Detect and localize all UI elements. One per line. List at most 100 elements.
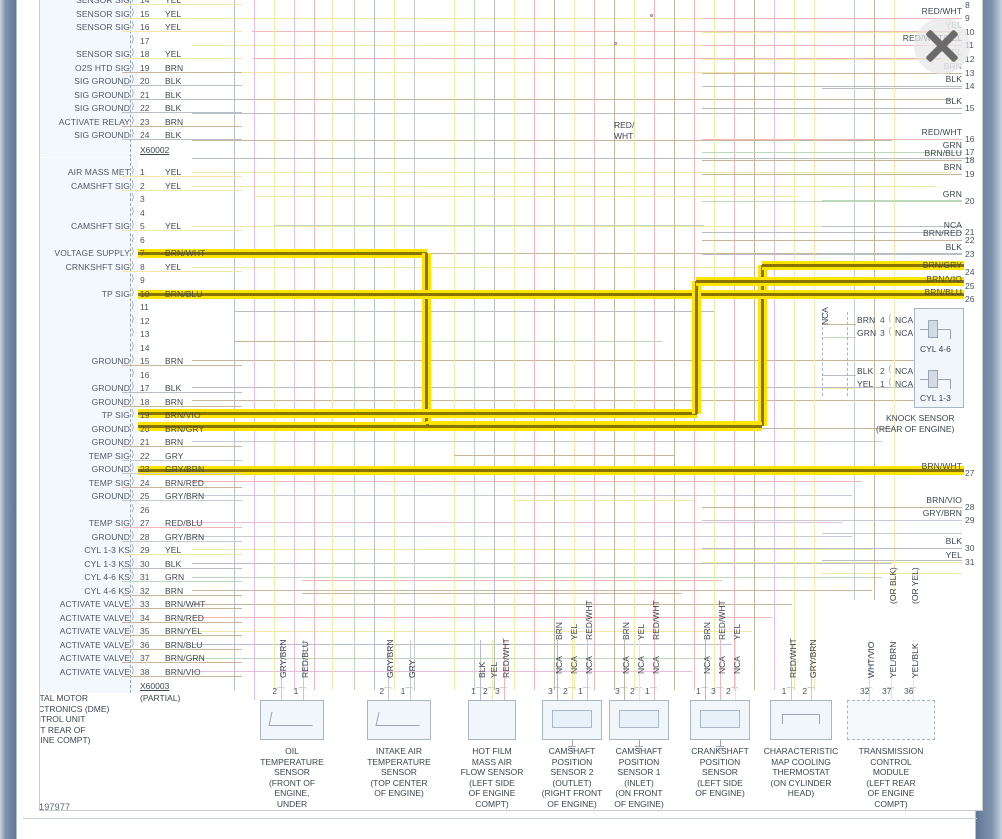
wire-name: YEL <box>165 261 182 272</box>
wire-segment-v-19 <box>634 0 635 690</box>
pin-number: 21 <box>140 89 150 100</box>
component-box-camshaft-position-sensor-1[interactable] <box>609 700 669 740</box>
wire-segment-h-33 <box>192 658 712 659</box>
component-alt-wire-label: (OR BLK) <box>888 567 898 604</box>
wire-segment-h-39 <box>822 253 962 254</box>
component-box-hot-film-mass-air-flow-sensor[interactable] <box>468 700 516 740</box>
pin-number: 5 <box>140 221 145 231</box>
right-wire-stub <box>702 32 962 33</box>
wire-segment-v-26 <box>774 0 775 690</box>
pin-number: 33 <box>140 599 150 609</box>
wire-name: YEL <box>165 180 182 191</box>
dme-function-label: TEMP SIG <box>88 477 130 488</box>
pin-brace-icon: ⁀ <box>807 687 814 698</box>
wire-segment-h-28 <box>192 590 872 591</box>
dme-function-label: CYL 4-6 KS <box>84 572 130 582</box>
pin-brace-icon: ⁀ <box>909 687 916 698</box>
component-alt-wire-label: (OR YEL) <box>910 567 920 604</box>
right-wire-stub <box>702 201 962 202</box>
wire-node-dot <box>650 14 653 17</box>
right-wire-name: GRY/BRN <box>922 508 962 518</box>
right-pin-number: 16 <box>965 134 975 144</box>
pin-brace-icon: ⟩ <box>131 20 135 30</box>
wire-segment-h-3 <box>192 99 952 100</box>
component-pin-number: 1 <box>781 686 787 696</box>
wire-segment-h-15 <box>192 360 922 361</box>
pin-number: 13 <box>140 329 150 339</box>
ground-bar <box>571 750 573 751</box>
wire-name: GRY <box>165 450 184 461</box>
component-box-characteristic-map-cooling-thermostat[interactable] <box>770 700 832 740</box>
dme-function-label: CYL 4-6 KS <box>84 585 130 596</box>
pin-wire-stub <box>122 554 242 555</box>
component-pin-number: 3 <box>495 686 500 696</box>
component-box-oil-temperature-sensor[interactable] <box>260 700 324 740</box>
right-wire-stub <box>702 86 962 87</box>
pin-number: 19 <box>140 62 150 73</box>
pin-brace-icon: ⟩ <box>131 300 135 310</box>
component-caption-crankshaft-position-sensor: CRANKSHAFT POSITION SENSOR (LEFT SIDE OF… <box>691 746 749 798</box>
sensor-inner-icon <box>619 710 659 728</box>
component-pin-number: 37 <box>882 686 892 696</box>
pin-number: 24 <box>140 477 150 488</box>
dme-function-label: CYL 1-3 KS <box>84 558 130 569</box>
component-box-transmission-control-module[interactable] <box>847 700 935 740</box>
wire-name: BLK <box>165 103 182 113</box>
wire-segment-h-5 <box>192 140 892 141</box>
dme-function-label: SIG GROUND <box>74 76 130 86</box>
wire-name: YEL <box>165 221 182 231</box>
right-wire-stub <box>702 152 962 153</box>
wire-segment-h-36 <box>822 200 962 201</box>
pin-wire-stub <box>122 176 242 177</box>
pin-brace-icon: ⟩ <box>131 259 135 270</box>
wire-name: BRN <box>165 585 184 596</box>
component-wire-name: BLK <box>477 661 487 678</box>
pin-brace-icon: ⟩ <box>131 327 135 337</box>
pin-number: 17 <box>140 383 150 393</box>
pin-wire-stub <box>122 31 242 32</box>
wire-name: YEL <box>165 22 182 32</box>
pin-brace-icon: ⟩ <box>131 192 135 202</box>
component-caption-camshaft-position-sensor-2: CAMSHAFT POSITION SENSOR 2 (OUTLET) (RIG… <box>541 746 603 809</box>
component-box-intake-air-temperature-sensor[interactable] <box>367 700 431 740</box>
right-pin-number: 18 <box>965 155 975 165</box>
wire-segment-h-8 <box>192 186 937 187</box>
dme-panel-x60003 <box>40 158 138 693</box>
component-pin-wire <box>480 640 481 700</box>
dme-panel-x60002 <box>40 0 138 157</box>
right-wire-stub <box>702 73 962 74</box>
component-pin-number: 2 <box>563 686 568 696</box>
pin-brace-icon: ⁀ <box>865 687 872 698</box>
component-nca-label: NCA <box>584 656 594 674</box>
pin-brace-icon: ⟩ <box>131 610 135 621</box>
dme-function-label: ACTIVATE VALVE <box>59 599 130 609</box>
knock-sensor-wire-name: BLK <box>857 366 874 376</box>
pin-wire-stub <box>122 608 242 609</box>
highlight-pin7-a-core <box>122 252 427 255</box>
component-wire-name: YEL/BRN <box>888 641 898 678</box>
wire-segment-h-45 <box>302 593 682 594</box>
ground-bar <box>635 746 643 747</box>
knock-sensor-crystal-icon <box>928 320 938 338</box>
wire-segment-v-16 <box>574 0 575 690</box>
wire-segment-h-13 <box>192 267 892 268</box>
dme-function-label: ACTIVATE RELAY <box>58 116 130 127</box>
pin-wire-stub <box>122 500 242 501</box>
pin-number: 32 <box>140 585 150 596</box>
pin-wire-stub <box>122 473 242 474</box>
thermistor-icon <box>375 712 423 726</box>
pin-brace-icon: ⟨ <box>888 377 892 387</box>
wire-name: BRN <box>165 62 184 73</box>
left-scroll-rail[interactable] <box>0 0 16 839</box>
component-wire-name: WHT/VIO <box>866 641 876 678</box>
component-pin-wire <box>891 640 892 700</box>
pin-number: 18 <box>140 49 150 59</box>
component-pin-wire <box>811 640 813 700</box>
pin-brace-icon: ⟩ <box>131 462 135 472</box>
pin-number: 34 <box>140 612 150 623</box>
thermistor-icon <box>268 712 316 726</box>
pin-wire-stub <box>122 405 242 407</box>
wire-segment-h-37 <box>822 226 962 227</box>
sheet-id: 197977 <box>39 802 71 812</box>
component-pin-number: 3 <box>711 686 716 696</box>
